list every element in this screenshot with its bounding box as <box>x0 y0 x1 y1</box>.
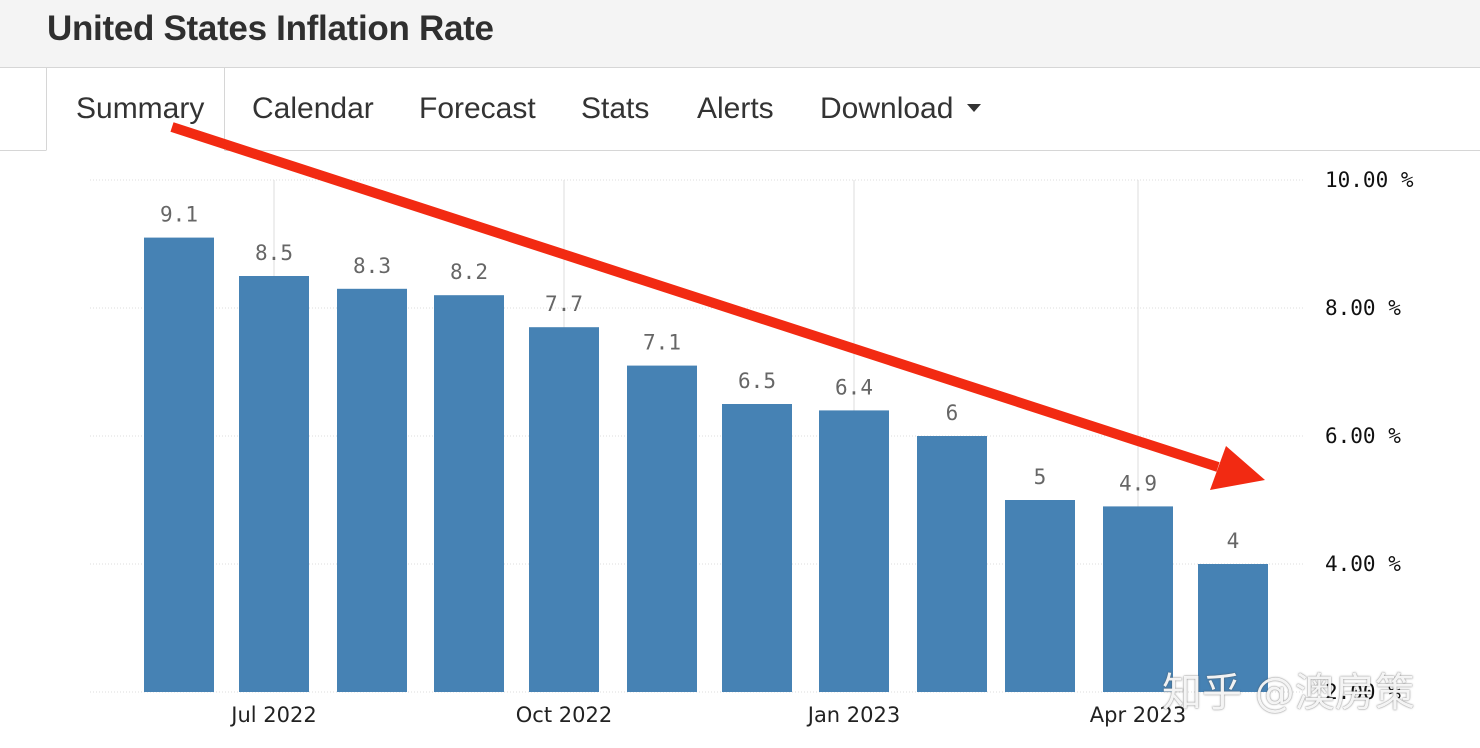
caret-down-icon <box>967 104 982 113</box>
bar-value-label: 4 <box>1227 529 1240 553</box>
watermark: 知乎 @澳房策 <box>1162 670 1415 716</box>
x-tick-label: Jan 2023 <box>806 703 901 727</box>
bar-value-label: 6.4 <box>835 375 873 399</box>
bar-feb-2023 <box>917 436 987 692</box>
tab-alerts[interactable]: Alerts <box>697 92 774 125</box>
page-header: United States Inflation Rate <box>0 0 1480 68</box>
bar-oct-2022 <box>529 327 599 692</box>
bar-value-label: 7.1 <box>643 331 681 355</box>
bar-value-label: 7.7 <box>545 292 583 316</box>
trend-arrow-head-icon <box>1210 446 1265 490</box>
y-tick-label: 6.00 % <box>1325 424 1401 448</box>
bar-may-2023 <box>1198 564 1268 692</box>
tab-forecast[interactable]: Forecast <box>419 92 536 125</box>
x-tick-label: Apr 2023 <box>1090 703 1186 727</box>
y-tick-label: 8.00 % <box>1325 296 1401 320</box>
bar-jul-2022 <box>239 276 309 692</box>
bar-value-label: 6.5 <box>738 369 776 393</box>
bar-value-label: 6 <box>946 401 959 425</box>
bar-apr-2023 <box>1103 506 1173 692</box>
bar-sep-2022 <box>434 295 504 692</box>
tab-download-label: Download <box>820 92 954 125</box>
tab-stats[interactable]: Stats <box>581 92 650 125</box>
bar-aug-2022 <box>337 288 407 692</box>
y-tick-label: 10.00 % <box>1325 168 1414 192</box>
y-tick-label: 2.00 % <box>1325 680 1401 704</box>
tab-bar-spacer <box>0 68 46 151</box>
bar-dec-2022 <box>722 404 792 692</box>
bar-jan-2023 <box>819 410 889 692</box>
bar-nov-2022 <box>627 365 697 692</box>
x-tick-label: Oct 2022 <box>516 703 612 727</box>
bar-value-label: 5 <box>1034 465 1047 489</box>
trend-arrow-shaft <box>170 122 1220 472</box>
y-tick-label: 4.00 % <box>1325 552 1401 576</box>
bar-value-label: 9.1 <box>160 203 198 227</box>
bar-value-label: 8.3 <box>353 254 391 278</box>
bar-mar-2023 <box>1005 500 1075 692</box>
tab-download[interactable]: Download <box>820 68 982 150</box>
x-tick-label: Jul 2022 <box>229 703 316 727</box>
bar-value-label: 4.9 <box>1119 471 1157 495</box>
tab-calendar[interactable]: Calendar <box>252 92 374 125</box>
bar-value-label: 8.2 <box>450 260 488 284</box>
bar-jun-2022 <box>144 237 214 692</box>
page-title: United States Inflation Rate <box>47 9 494 48</box>
bar-value-label: 8.5 <box>255 241 293 265</box>
